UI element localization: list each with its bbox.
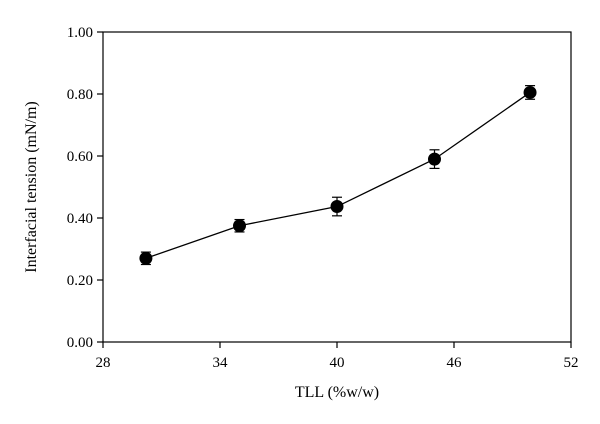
plot-frame <box>102 31 572 343</box>
x-tick-label: 46 <box>447 355 463 371</box>
x-tick-label: 40 <box>330 355 345 371</box>
series-line <box>145 91 531 259</box>
data-point <box>523 85 537 99</box>
y-tick-label: 0.00 <box>67 335 93 351</box>
y-tick-label: 0.40 <box>67 211 93 227</box>
y-tick-label: 0.60 <box>67 149 93 165</box>
y-axis: 0.00 0.20 0.40 0.60 0.80 1.00 <box>67 25 103 351</box>
y-tick-label: 0.80 <box>67 87 93 103</box>
y-tick-label: 1.00 <box>67 25 93 41</box>
plot-border <box>102 31 572 343</box>
x-axis-label: TLL (%w/w) <box>295 384 379 401</box>
data-point <box>428 152 441 166</box>
x-tick-label: 52 <box>564 355 579 371</box>
series-layer <box>139 85 537 266</box>
y-axis-label: Interfacial tension (mN/m) <box>23 101 40 273</box>
data-point <box>233 219 246 233</box>
data-point <box>330 200 344 214</box>
x-tick-label: 34 <box>213 355 229 371</box>
data-point <box>139 251 153 265</box>
x-tick-label: 28 <box>96 355 111 371</box>
x-axis: 28 34 40 46 52 <box>96 342 579 371</box>
y-tick-label: 0.20 <box>67 273 93 289</box>
